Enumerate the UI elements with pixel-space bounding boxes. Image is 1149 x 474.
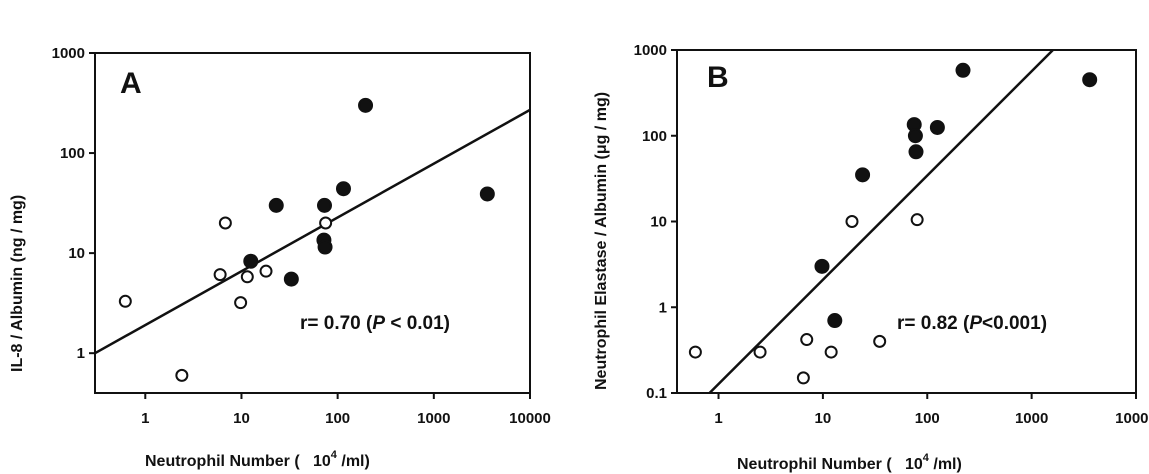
- y-tick-label: 1: [77, 345, 85, 362]
- x-tick-label: 10000: [1115, 410, 1149, 427]
- fit-line: [708, 49, 1054, 394]
- filled-point: [479, 186, 495, 202]
- x-tick-label: 10: [233, 410, 250, 427]
- filled-point: [335, 181, 351, 197]
- plot-frame: [676, 49, 1137, 394]
- x-tick-label: 1000: [417, 410, 450, 427]
- open-point: [319, 216, 333, 230]
- open-point: [118, 294, 132, 308]
- fit-line: [94, 108, 531, 355]
- open-point: [800, 333, 814, 347]
- panel-label: A: [120, 67, 142, 100]
- data-points: [118, 97, 495, 382]
- y-tick-label: 10: [68, 245, 85, 262]
- open-point: [259, 264, 273, 278]
- filled-point: [316, 197, 332, 213]
- x-axis-label-sup: 4: [331, 449, 338, 461]
- x-axis-label: Neutrophil Number ( 104 /ml): [737, 452, 962, 473]
- y-tick-label: 1000: [634, 42, 667, 59]
- annotation-suffix: <0.001): [982, 313, 1047, 334]
- x-axis-label-tail: /ml): [337, 453, 370, 470]
- open-point: [824, 345, 838, 359]
- x-tick-label: 1: [141, 410, 149, 427]
- y-tick-label: 1: [659, 299, 667, 316]
- filled-point: [317, 239, 333, 255]
- filled-point: [929, 119, 945, 135]
- x-axis-ticks: 1 10 100 1000 10000: [141, 393, 551, 427]
- x-axis-label-text: Neutrophil Number ( 10: [737, 456, 923, 473]
- y-axis-label: IL-8 / Albumin (ng / mg): [9, 195, 26, 372]
- y-tick-label: 100: [60, 145, 85, 162]
- filled-point: [827, 313, 843, 329]
- y-tick-label: 100: [642, 128, 667, 145]
- annotation-suffix: < 0.01): [385, 313, 450, 334]
- x-tick-label: 1000: [1015, 410, 1048, 427]
- filled-point: [1082, 72, 1098, 88]
- open-point: [873, 334, 887, 348]
- open-point: [753, 345, 767, 359]
- filled-point: [243, 253, 259, 269]
- x-tick-label: 10000: [509, 410, 551, 427]
- filled-point: [358, 97, 374, 113]
- open-point: [688, 345, 702, 359]
- annotation-prefix: r= 0.70 (: [300, 313, 373, 334]
- open-point: [240, 270, 254, 284]
- y-axis-label: Neutrophil Elastase / Albumin (μg / mg): [593, 92, 610, 390]
- annotation-prefix: r= 0.82 (: [897, 313, 970, 334]
- x-axis-label-text: Neutrophil Number ( 10: [145, 453, 331, 470]
- filled-point: [855, 167, 871, 183]
- x-tick-label: 100: [915, 410, 940, 427]
- correlation-annotation: r= 0.82 (P<0.001): [897, 313, 1047, 334]
- x-axis-label-tail: /ml): [929, 456, 962, 473]
- filled-point: [955, 62, 971, 78]
- open-point: [234, 296, 248, 310]
- y-axis-ticks: 0.1 1 10 100 1000: [634, 42, 677, 402]
- open-point: [796, 371, 810, 385]
- filled-point: [908, 144, 924, 160]
- chart-panel-a: 1 10 100 1000 10000 1 10 100 1000 A r= 0.70 (P …: [9, 45, 551, 470]
- x-axis-ticks: 1 10 100 1000 10000: [714, 393, 1149, 427]
- open-point: [175, 368, 189, 382]
- y-axis-ticks: 1 10 100 1000: [52, 45, 95, 362]
- data-points: [688, 62, 1098, 385]
- y-tick-label: 10: [650, 214, 667, 231]
- annotation-p: P: [969, 313, 982, 334]
- panel-label: B: [707, 61, 729, 94]
- x-axis-label: Neutrophil Number ( 104 /ml): [145, 449, 370, 470]
- annotation-p: P: [372, 313, 385, 334]
- x-tick-label: 10: [815, 410, 832, 427]
- filled-point: [283, 271, 299, 287]
- chart-panel-b: 1 10 100 1000 10000 0.1 1 10 100 1000 B r= 0.82 …: [593, 42, 1149, 473]
- open-point: [910, 213, 924, 227]
- filled-point: [268, 197, 284, 213]
- y-tick-label: 1000: [52, 45, 85, 62]
- plot-frame: [94, 52, 531, 394]
- open-point: [218, 216, 232, 230]
- open-point: [213, 268, 227, 282]
- correlation-annotation: r= 0.70 (P < 0.01): [300, 313, 450, 334]
- x-axis-label-sup: 4: [923, 452, 930, 464]
- x-tick-label: 1: [714, 410, 722, 427]
- open-point: [845, 215, 859, 228]
- regression-line: [708, 49, 1054, 394]
- regression-line: [94, 108, 531, 355]
- y-tick-label: 0.1: [646, 385, 667, 402]
- x-tick-label: 100: [325, 410, 350, 427]
- filled-point: [907, 128, 923, 144]
- filled-point: [814, 258, 830, 274]
